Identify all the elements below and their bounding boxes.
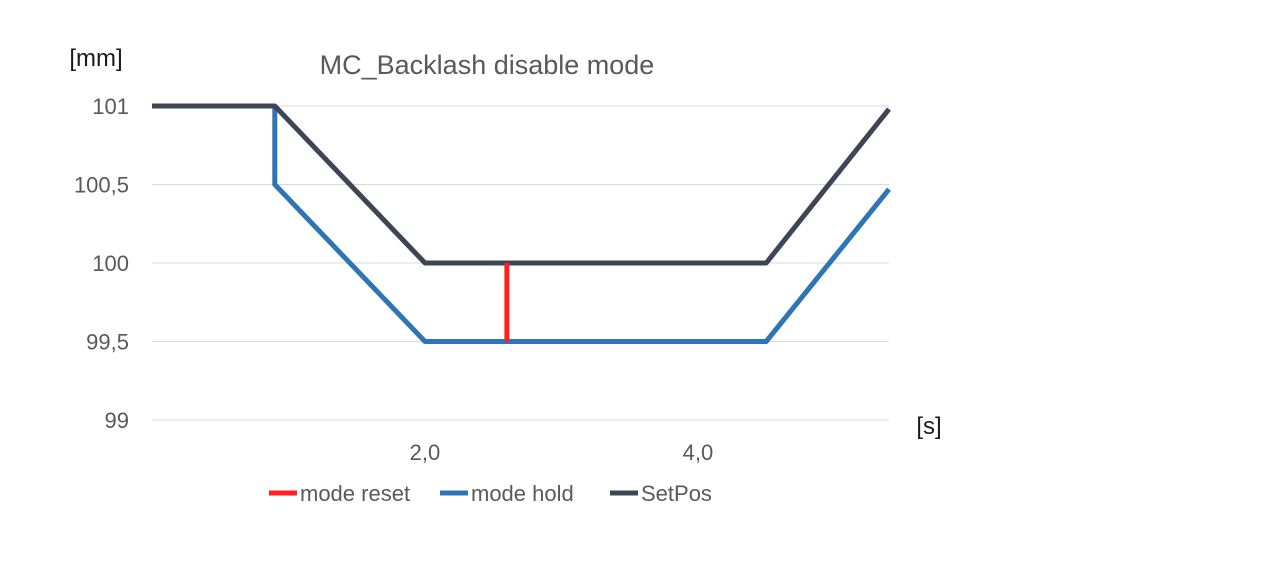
x-tick-label: 2,0 <box>410 440 441 465</box>
legend-label: SetPos <box>641 481 712 506</box>
series-layer <box>152 103 891 344</box>
x-tick-label: 4,0 <box>683 440 714 465</box>
legend-item-mode-reset: mode reset <box>269 481 410 506</box>
legend-item-mode-hold: mode hold <box>440 481 574 506</box>
y-tick-label: 100,5 <box>74 173 129 198</box>
y-tick-label: 100 <box>92 251 129 276</box>
legend-label: mode reset <box>300 481 410 506</box>
x-tick-labels: 2,0 4,0 <box>410 440 714 465</box>
x-axis-unit: [s] <box>916 413 941 440</box>
y-tick-labels: 101 100,5 100 99,5 99 <box>74 94 129 433</box>
legend-item-setpos: SetPos <box>610 481 712 506</box>
series-line-setpos <box>152 103 891 266</box>
y-tick-label: 101 <box>92 94 129 119</box>
y-tick-label: 99 <box>105 408 129 433</box>
y-tick-label: 99,5 <box>86 330 129 355</box>
legend: mode reset mode hold SetPos <box>269 481 712 506</box>
chart-title: MC_Backlash disable mode <box>320 50 655 80</box>
legend-label: mode hold <box>471 481 574 506</box>
series-line-mode-hold <box>272 106 891 344</box>
y-axis-unit: [mm] <box>69 45 122 72</box>
